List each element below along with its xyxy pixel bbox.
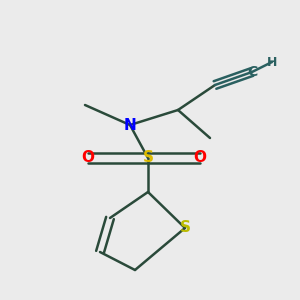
Text: S: S (142, 151, 154, 166)
Text: O: O (82, 151, 94, 166)
Text: S: S (179, 220, 191, 236)
Text: O: O (194, 151, 206, 166)
Text: H: H (267, 56, 277, 68)
Text: N: N (124, 118, 136, 133)
Text: C: C (247, 65, 257, 79)
